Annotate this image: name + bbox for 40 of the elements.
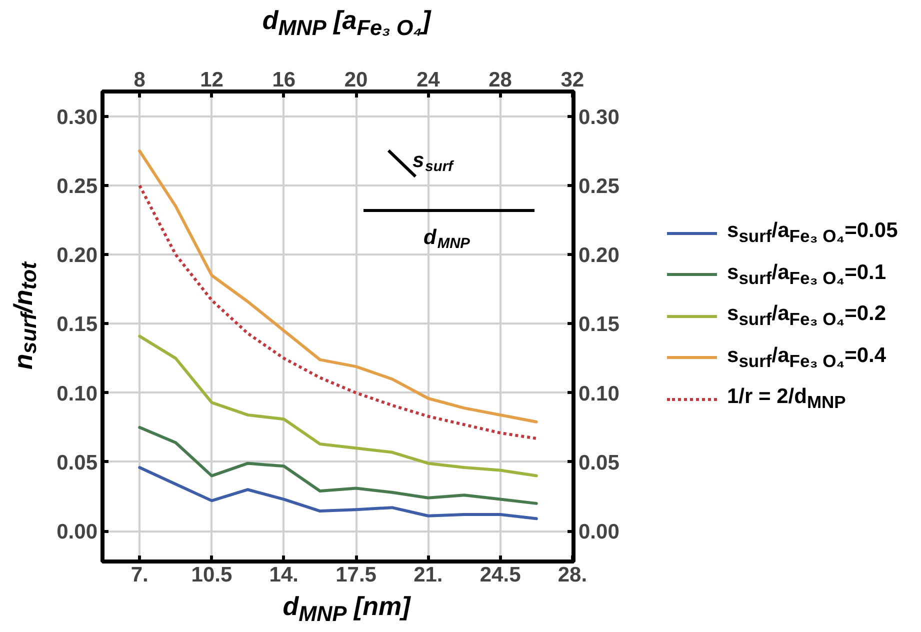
x2-tick-label: 24 bbox=[416, 68, 440, 92]
x-tick-label: 28. bbox=[558, 564, 588, 586]
x-tick-label: 14. bbox=[269, 564, 298, 586]
x2-axis-title: d$_{MNP}$ [a$_{Fe₃ O₄}$] bbox=[262, 4, 431, 42]
x-tick-label: 24.5 bbox=[480, 564, 522, 586]
y-tick-label: 0.00 bbox=[56, 520, 98, 544]
y2-tick-label: 0.00 bbox=[578, 520, 620, 544]
legend-label: 1/r = 2/d$_{MNP}$ bbox=[727, 384, 846, 415]
legend-label: s$_{surf}$/a$_{Fe₃ O₄}$=0.2 bbox=[727, 301, 886, 332]
x-tick-label: 21. bbox=[414, 564, 443, 586]
line-series bbox=[138, 426, 538, 505]
y2-tick-label: 0.10 bbox=[578, 382, 620, 406]
line-series bbox=[138, 466, 538, 520]
line-series bbox=[138, 149, 538, 424]
y2-tick-label: 0.30 bbox=[578, 106, 620, 129]
legend-label: s$_{surf}$/a$_{Fe₃ O₄}$=0.4 bbox=[727, 342, 886, 374]
legend-label: s$_{surf}$/a$_{Fe₃ O₄}$=0.05 bbox=[727, 218, 898, 249]
x-tick-label: 17.5 bbox=[336, 564, 377, 586]
y-tick-label: 0.05 bbox=[56, 451, 98, 474]
y2-tick-label: 0.20 bbox=[578, 244, 620, 268]
y-tick-label: 0.15 bbox=[56, 313, 98, 336]
x2-tick-label: 8 bbox=[134, 68, 146, 92]
y-tick-label: 0.20 bbox=[56, 244, 98, 268]
x-tick-label: 10.5 bbox=[191, 564, 233, 586]
y2-tick-label: 0.05 bbox=[578, 451, 620, 474]
legend-label: s$_{surf}$/a$_{Fe₃ O₄}$=0.1 bbox=[727, 260, 886, 290]
x2-tick-label: 16 bbox=[272, 68, 296, 92]
x2-tick-label: 28 bbox=[488, 68, 512, 92]
y2-tick-label: 0.15 bbox=[578, 313, 620, 336]
x2-tick-label: 32 bbox=[560, 68, 584, 92]
x2-tick-label: 12 bbox=[200, 68, 224, 92]
line-series bbox=[138, 334, 538, 478]
y-tick-label: 0.10 bbox=[56, 382, 98, 406]
y-tick-label: 0.30 bbox=[56, 106, 98, 129]
y2-tick-label: 0.25 bbox=[578, 175, 620, 198]
y-tick-label: 0.25 bbox=[56, 175, 98, 198]
x-axis-title: d$_{MNP}$ [nm] bbox=[282, 590, 410, 628]
x2-tick-label: 20 bbox=[344, 68, 368, 92]
line-series bbox=[138, 184, 538, 440]
x-tick-label: 7. bbox=[130, 564, 148, 586]
